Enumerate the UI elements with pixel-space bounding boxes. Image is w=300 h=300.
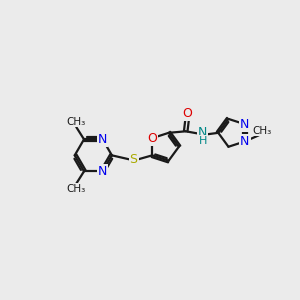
Text: N: N (240, 135, 250, 148)
Text: CH₃: CH₃ (67, 184, 86, 194)
Text: O: O (147, 132, 157, 145)
Text: N: N (98, 165, 107, 178)
Text: CH₃: CH₃ (252, 126, 272, 136)
Text: N: N (198, 126, 208, 139)
Text: CH₃: CH₃ (67, 117, 86, 127)
Text: O: O (182, 107, 192, 120)
Text: N: N (98, 133, 107, 146)
Text: H: H (199, 136, 207, 146)
Text: S: S (130, 154, 138, 166)
Text: N: N (240, 118, 250, 131)
